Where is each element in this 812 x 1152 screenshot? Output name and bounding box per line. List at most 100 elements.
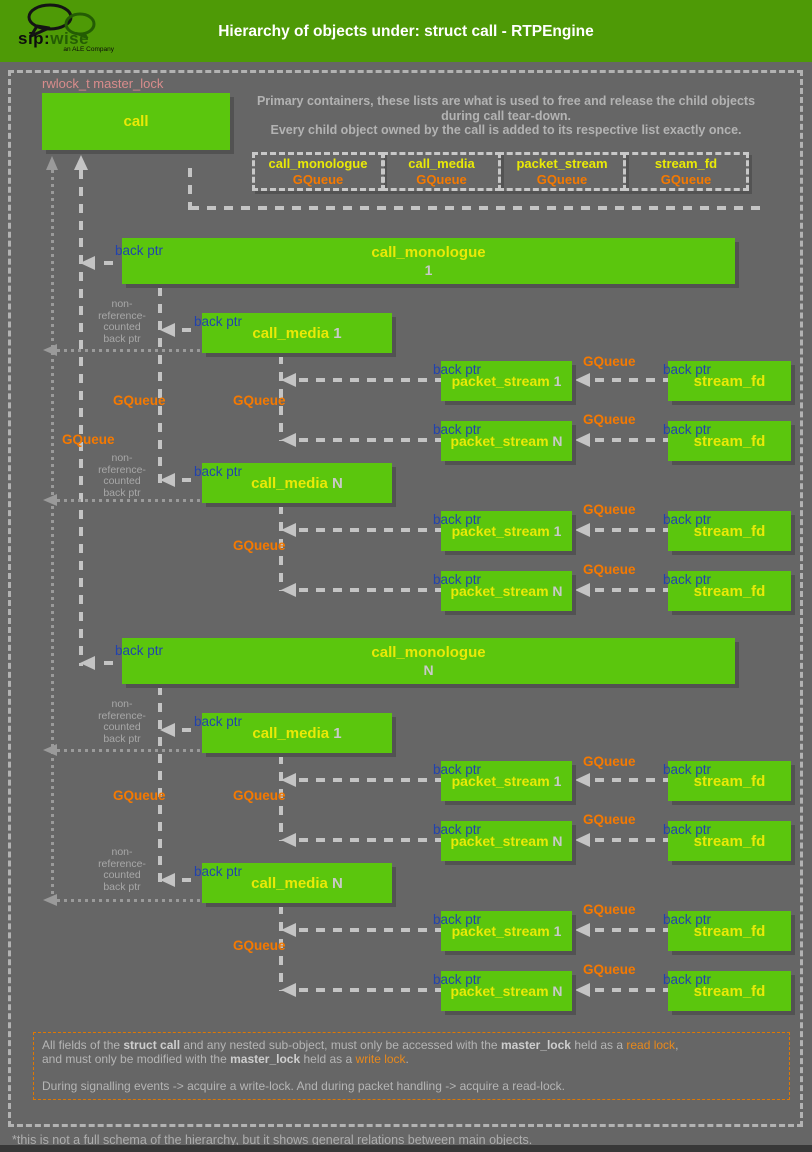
queue-box-type: GQueue bbox=[292, 172, 344, 187]
connector-dotted-line bbox=[57, 899, 202, 902]
back-ptr-label: back ptr bbox=[663, 972, 712, 987]
box-stream-fd-a3: stream_fd bbox=[668, 511, 791, 551]
box-number: N bbox=[423, 662, 434, 678]
box-title: call bbox=[123, 113, 149, 130]
diagram-frame bbox=[8, 70, 803, 1127]
back-ptr-label: back ptr bbox=[433, 972, 482, 987]
connector-dashed-line bbox=[299, 988, 441, 992]
gqueue-label: GQueue bbox=[233, 938, 286, 953]
back-ptr-label: back ptr bbox=[663, 572, 712, 587]
gqueue-label: GQueue bbox=[113, 788, 166, 803]
page-title: Hierarchy of objects under: struct call … bbox=[218, 23, 594, 40]
box-number: 1 bbox=[553, 773, 562, 789]
box-title: stream_fd bbox=[693, 982, 766, 1000]
connector-dashed-line bbox=[299, 378, 441, 382]
box-title: call_media bbox=[252, 324, 330, 342]
non-reference-counted-label: non-reference-counted back ptr bbox=[98, 846, 146, 893]
gqueue-label: GQueue bbox=[62, 432, 115, 447]
back-ptr-label: back ptr bbox=[663, 822, 712, 837]
bottom-bar bbox=[0, 1145, 812, 1152]
connector-dashed-line bbox=[104, 261, 117, 265]
box-packet-stream-nc: packet_stream N bbox=[441, 821, 572, 861]
box-title: call_media bbox=[251, 474, 328, 492]
connector-dashed-line bbox=[299, 438, 441, 442]
box-title: packet_stream bbox=[450, 433, 549, 449]
gqueue-label: GQueue bbox=[583, 962, 636, 977]
non-reference-counted-label: non-reference-counted back ptr bbox=[98, 698, 146, 745]
lock-keyword: write lock bbox=[355, 1051, 406, 1066]
arrowhead-left-icon bbox=[575, 583, 590, 597]
queue-box-type: GQueue bbox=[660, 172, 712, 187]
connector-dashed-line bbox=[299, 838, 441, 842]
back-ptr-label: back ptr bbox=[433, 912, 482, 927]
arrowhead-left-icon bbox=[43, 894, 57, 906]
connector-dashed-line bbox=[188, 168, 192, 210]
box-number: 1 bbox=[424, 262, 433, 278]
arrowhead-left-icon bbox=[160, 723, 175, 737]
box-packet-stream-nd: packet_stream N bbox=[441, 971, 572, 1011]
queue-box-packet-stream: packet_stream GQueue bbox=[498, 152, 626, 191]
box-title: stream_fd bbox=[693, 832, 766, 850]
connector-dotted-line bbox=[57, 349, 202, 352]
gqueue-label: GQueue bbox=[583, 562, 636, 577]
connector-dashed-line bbox=[299, 588, 441, 592]
box-call-media-na: call_media N bbox=[202, 463, 392, 503]
connector-dashed-line bbox=[79, 170, 83, 666]
arrowhead-left-icon bbox=[281, 773, 296, 787]
box-title: call_media bbox=[252, 724, 330, 742]
box-stream-fd-b2: stream_fd bbox=[668, 821, 791, 861]
box-title: packet_stream bbox=[451, 523, 550, 539]
box-title: packet_stream bbox=[451, 373, 550, 389]
connector-dashed-line bbox=[104, 661, 117, 665]
box-number: 1 bbox=[553, 523, 562, 539]
queue-box-call-media: call_media GQueue bbox=[382, 152, 501, 191]
connector-dashed-line bbox=[595, 988, 668, 992]
queue-box-title: packet_stream bbox=[516, 156, 608, 171]
header-bar: sip:wise an ALE Company Hierarchy of obj… bbox=[0, 0, 812, 62]
box-stream-fd-b1: stream_fd bbox=[668, 761, 791, 801]
arrowhead-left-icon bbox=[43, 344, 57, 356]
lock-note-line bbox=[42, 1066, 781, 1080]
locking-note-box: All fields of the struct call and any ne… bbox=[33, 1032, 790, 1100]
connector-dashed-line bbox=[595, 378, 668, 382]
back-ptr-label: back ptr bbox=[663, 512, 712, 527]
lock-note-text: master_lock bbox=[500, 1038, 571, 1052]
box-stream-fd-a2: stream_fd bbox=[668, 421, 791, 461]
arrowhead-left-icon bbox=[575, 773, 590, 787]
connector-dashed-line bbox=[595, 838, 668, 842]
back-ptr-label: back ptr bbox=[663, 912, 712, 927]
box-number: N bbox=[332, 874, 343, 892]
arrowhead-up-icon bbox=[74, 155, 88, 170]
queue-box-title: call_monologue bbox=[268, 156, 368, 171]
arrowhead-left-icon bbox=[281, 833, 296, 847]
box-call-monologue-n: call_monologue N bbox=[122, 638, 735, 684]
gqueue-label: GQueue bbox=[233, 788, 286, 803]
box-stream-fd-b4: stream_fd bbox=[668, 971, 791, 1011]
lock-note-text: During signalling events -> acquire a wr… bbox=[42, 1078, 565, 1093]
arrowhead-left-icon bbox=[80, 256, 95, 270]
box-number: N bbox=[552, 983, 563, 999]
box-title: stream_fd bbox=[693, 522, 766, 540]
box-call-media-nb: call_media N bbox=[202, 863, 392, 903]
arrowhead-left-icon bbox=[281, 523, 296, 537]
arrowhead-left-icon bbox=[575, 833, 590, 847]
box-number: N bbox=[552, 833, 563, 849]
back-ptr-label: back ptr bbox=[663, 762, 712, 777]
queue-box-title: stream_fd bbox=[654, 156, 718, 171]
box-packet-stream-1d: packet_stream 1 bbox=[441, 911, 572, 951]
box-number: N bbox=[552, 433, 563, 449]
arrowhead-left-icon bbox=[281, 583, 296, 597]
arrowhead-left-icon bbox=[575, 373, 590, 387]
box-call-media-1b: call_media 1 bbox=[202, 713, 392, 753]
box-title: packet_stream bbox=[450, 833, 549, 849]
footnote: *this is not a full schema of the hierar… bbox=[12, 1133, 533, 1147]
connector-dashed-line bbox=[595, 588, 668, 592]
box-title: packet_stream bbox=[450, 983, 549, 999]
box-title: call_monologue bbox=[371, 644, 486, 661]
connector-dotted-line bbox=[57, 749, 202, 752]
connector-dashed-line bbox=[279, 505, 283, 591]
non-reference-counted-label: non-reference-counted back ptr bbox=[98, 298, 146, 345]
lock-note-text: master_lock bbox=[230, 1051, 301, 1066]
box-packet-stream-1b: packet_stream 1 bbox=[441, 511, 572, 551]
logo-wordmark: sip:wise bbox=[18, 29, 90, 48]
